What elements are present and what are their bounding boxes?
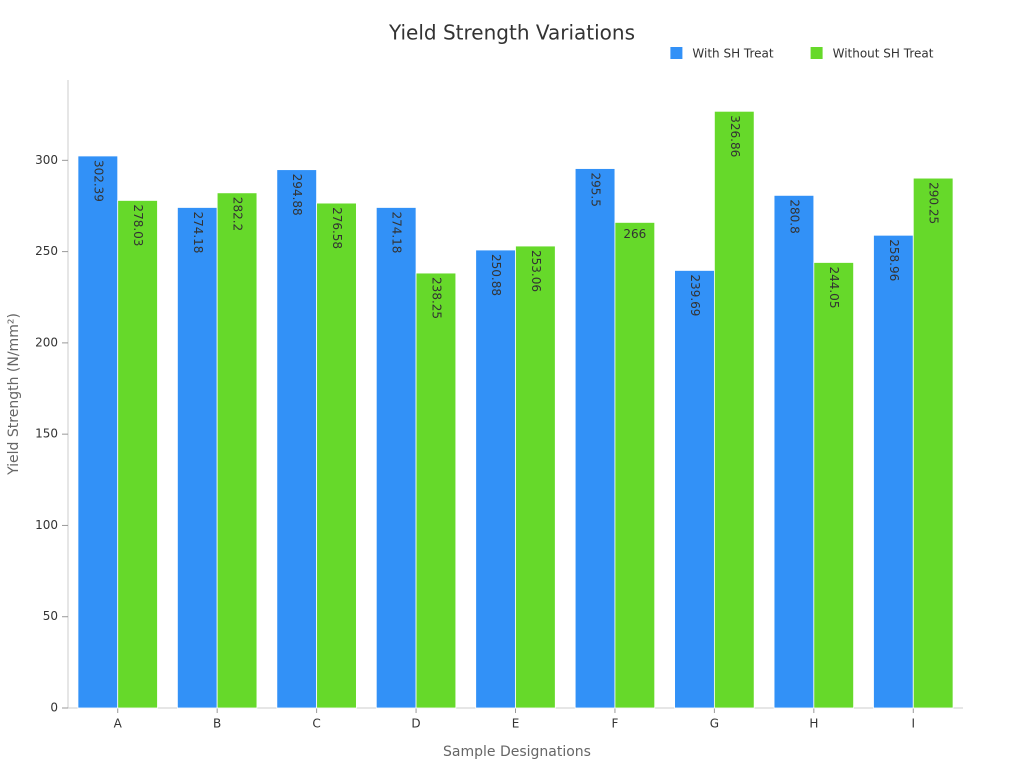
bar [674,270,715,709]
bar [515,245,556,709]
x-tick-label: C [312,717,320,731]
x-tick-label: G [710,717,719,731]
bar [216,192,258,709]
data-label: 280.8 [787,199,801,233]
y-axis-title: Yield Strength (N/mm²) [6,313,22,476]
y-tick-label: 150 [35,427,58,441]
y-tick-label: 50 [43,609,58,623]
bar [912,177,954,709]
chart-title: Yield Strength Variations [388,21,635,45]
data-label: 274.18 [390,211,404,253]
bar [713,110,755,709]
x-tick-label: I [912,717,916,731]
data-label: 294.88 [290,174,304,216]
data-label: 266 [623,227,646,241]
data-label: 290.25 [927,182,941,224]
x-tick-label: D [411,717,420,731]
x-axis-title: Sample Designations [443,744,591,760]
bar [117,200,158,709]
bar [813,262,855,709]
data-label: 250.88 [489,254,503,296]
legend-swatch [810,47,823,59]
bar [415,272,457,709]
data-label: 253.06 [529,250,543,292]
bar [614,221,656,709]
data-label: 278.03 [131,204,145,246]
bar [375,207,417,709]
legend-label: With SH Treat [692,47,773,61]
bar [316,202,357,709]
bar [475,249,516,709]
y-tick-label: 0 [50,701,58,715]
data-label: 239.69 [688,274,702,316]
x-tick-label: F [611,717,618,731]
bar [176,207,218,709]
y-tick-label: 100 [35,518,58,532]
data-label: 258.96 [887,239,901,281]
legend-label: Without SH Treat [833,47,934,61]
y-tick-label: 200 [35,335,58,349]
y-tick-label: 250 [35,244,58,258]
data-label: 238.25 [429,277,443,319]
bar [77,155,119,709]
x-tick-label: H [809,717,818,731]
y-tick-label: 300 [35,153,58,167]
bar [873,234,914,709]
data-label: 282.2 [231,197,245,231]
legend-swatch [670,47,683,59]
bar [773,194,815,709]
data-label: 295.5 [589,173,603,207]
data-label: 276.58 [330,207,344,249]
data-label: 274.18 [191,211,205,253]
data-label: 244.05 [827,266,841,308]
data-label: 302.39 [91,160,105,202]
x-tick-label: E [512,717,520,731]
data-label: 326.86 [728,115,742,157]
x-tick-label: B [213,717,221,731]
bar [574,168,616,709]
bar [276,169,318,709]
x-tick-label: A [114,717,123,731]
